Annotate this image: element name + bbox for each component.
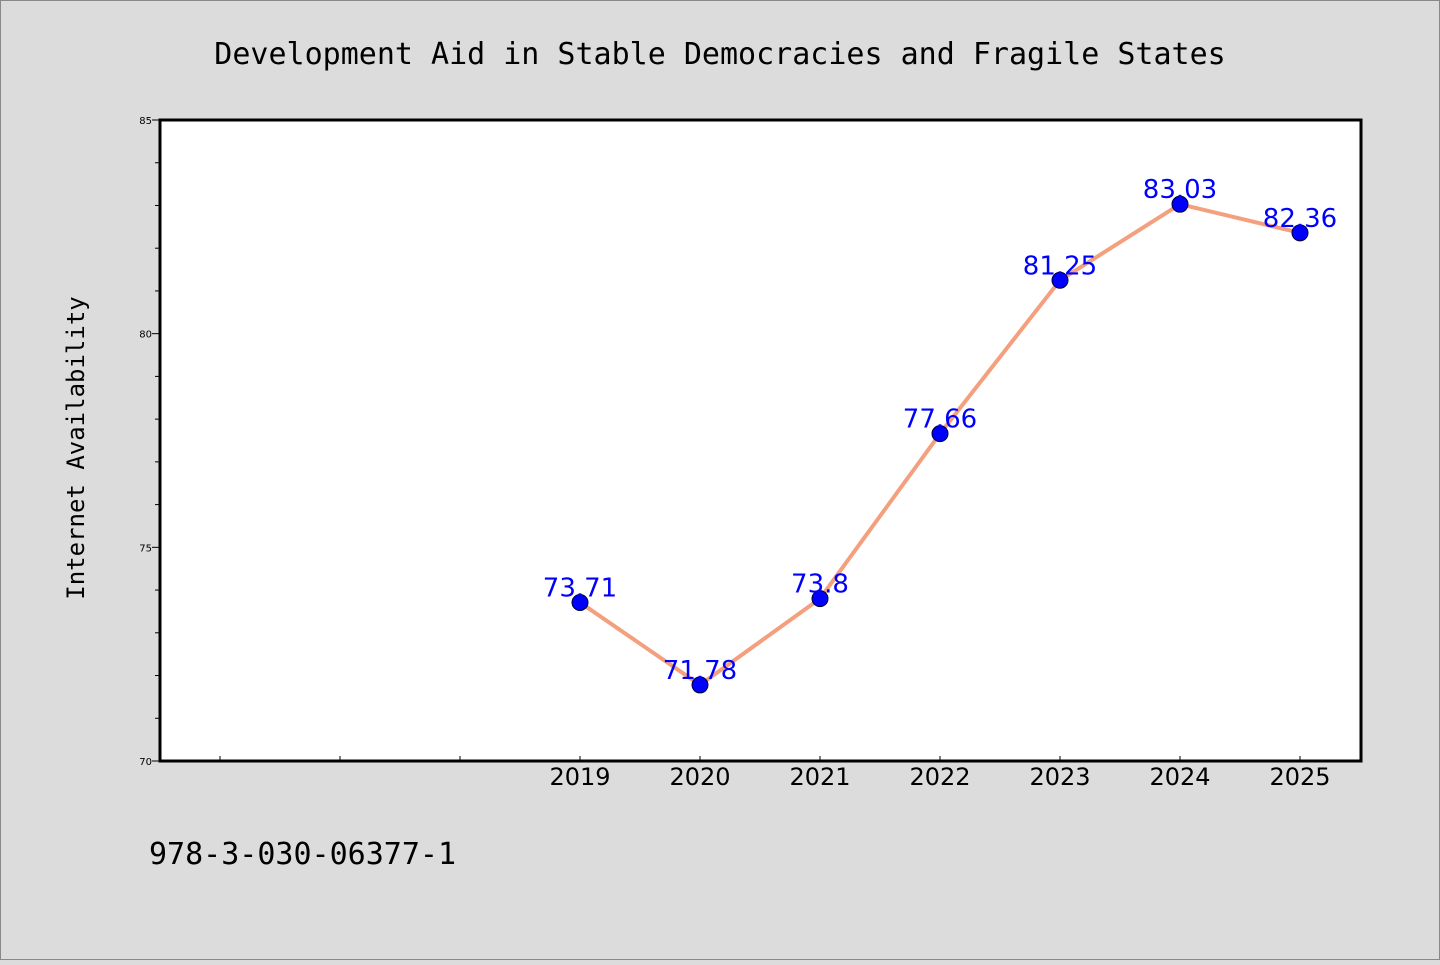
data-label: 81.25 [1023,251,1097,281]
x-axis-ticks: 2019 2020 2021 2022 2023 2024 2025 [219,756,1331,791]
x-tick-label: 2020 [669,763,730,791]
data-point [811,590,829,608]
y-tick-label: 85 [139,116,152,127]
y-axis-label: Internet Availability [62,296,90,599]
caption: 978-3-030-06377-1 [149,837,456,872]
x-tick-label: 2022 [909,763,970,791]
data-point [1291,224,1309,242]
data-label: 82.36 [1263,204,1337,234]
x-tick-label: 2019 [549,763,610,791]
y-tick-label: 75 [139,543,152,554]
data-label: 73.71 [543,573,617,603]
data-label: 83.03 [1143,175,1217,205]
data-point [1171,195,1189,213]
data-point [1051,271,1069,289]
x-tick-label: 2021 [789,763,850,791]
data-point [691,676,709,694]
data-point [571,593,589,611]
series-layer [571,195,1309,694]
plot-area [160,120,1361,761]
y-tick-label: 80 [139,330,152,341]
y-tick-label: 70 [139,757,152,768]
x-tick-label: 2023 [1029,763,1090,791]
chart-title: Development Aid in Stable Democracies an… [214,37,1225,72]
data-labels-layer: 73.71 71.78 73.8 77.66 81.25 83.03 82.36 [543,175,1337,686]
data-label: 77.66 [903,405,977,435]
data-point [931,425,949,443]
x-tick-label: 2024 [1149,763,1210,791]
plot-frame [158,118,1363,763]
data-label: 71.78 [663,656,737,686]
x-tick-label: 2025 [1269,763,1330,791]
data-label: 73.8 [791,570,849,600]
